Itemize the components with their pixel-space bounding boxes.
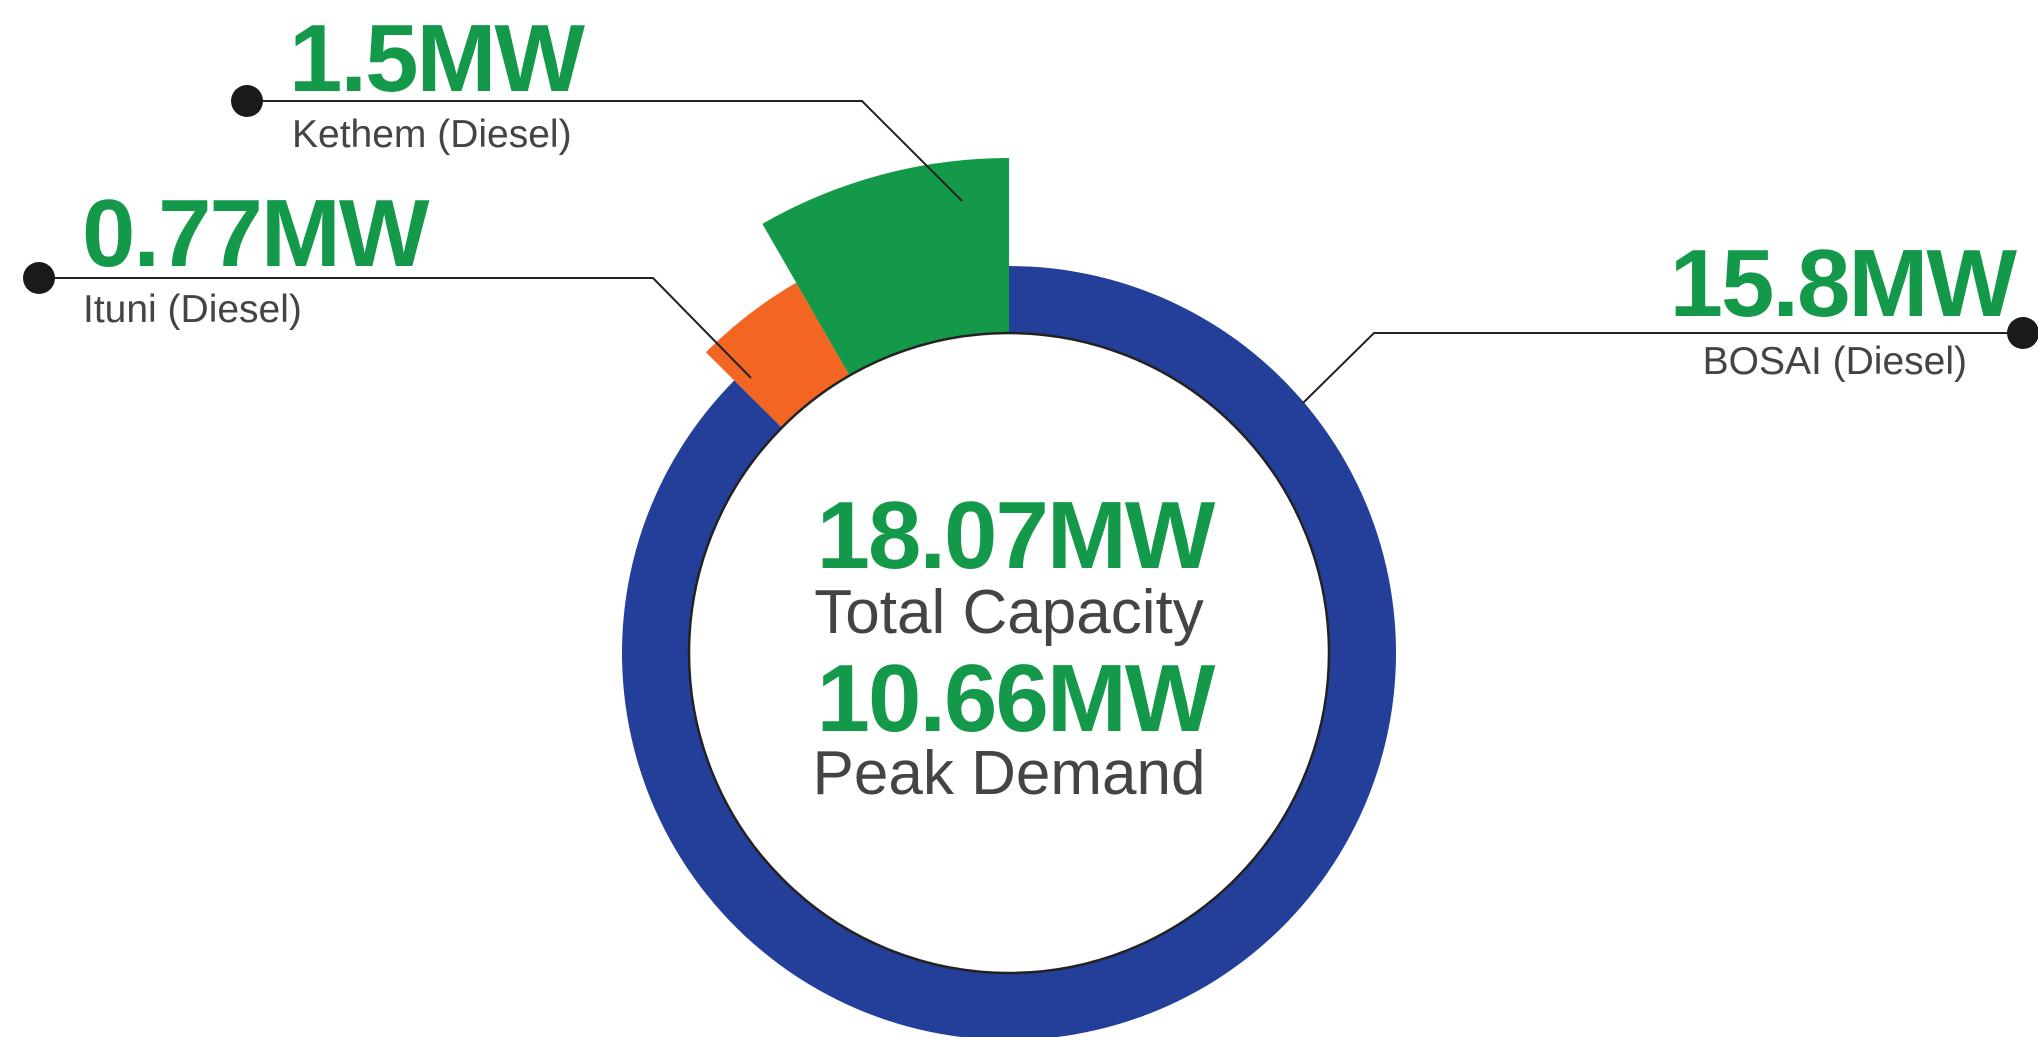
leader-line (1302, 332, 2023, 404)
leader-line (247, 100, 963, 202)
leader-dot (2007, 317, 2038, 349)
value-label: 0.77MW (82, 180, 430, 287)
leader-line (39, 277, 752, 379)
total-label: Total Capacity (814, 578, 1203, 647)
value-label: 15.8MW (1670, 230, 2018, 337)
leader-dot (231, 85, 263, 117)
value-label: 1.5MW (289, 5, 585, 112)
category-label: BOSAI (Diesel) (1703, 340, 1967, 383)
category-label: Kethem (Diesel) (292, 113, 572, 156)
total-value: 18.07MW (817, 482, 1216, 589)
leader-dot (23, 262, 55, 294)
segment (762, 158, 1009, 393)
category-label: Ituni (Diesel) (83, 288, 302, 331)
peak-value: 10.66MW (817, 645, 1216, 752)
inner-circle (687, 331, 1331, 975)
peak-label: Peak Demand (813, 739, 1206, 808)
